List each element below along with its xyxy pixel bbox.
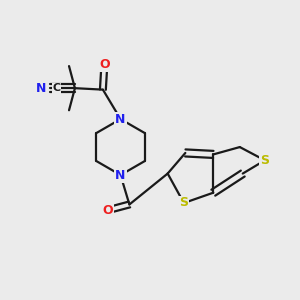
Text: C: C	[52, 83, 60, 93]
Text: N: N	[116, 169, 126, 182]
Text: O: O	[99, 58, 110, 71]
Text: N: N	[36, 82, 46, 95]
Text: O: O	[102, 204, 112, 217]
Text: S: S	[179, 196, 188, 209]
Text: S: S	[260, 154, 269, 167]
Text: N: N	[116, 112, 126, 126]
